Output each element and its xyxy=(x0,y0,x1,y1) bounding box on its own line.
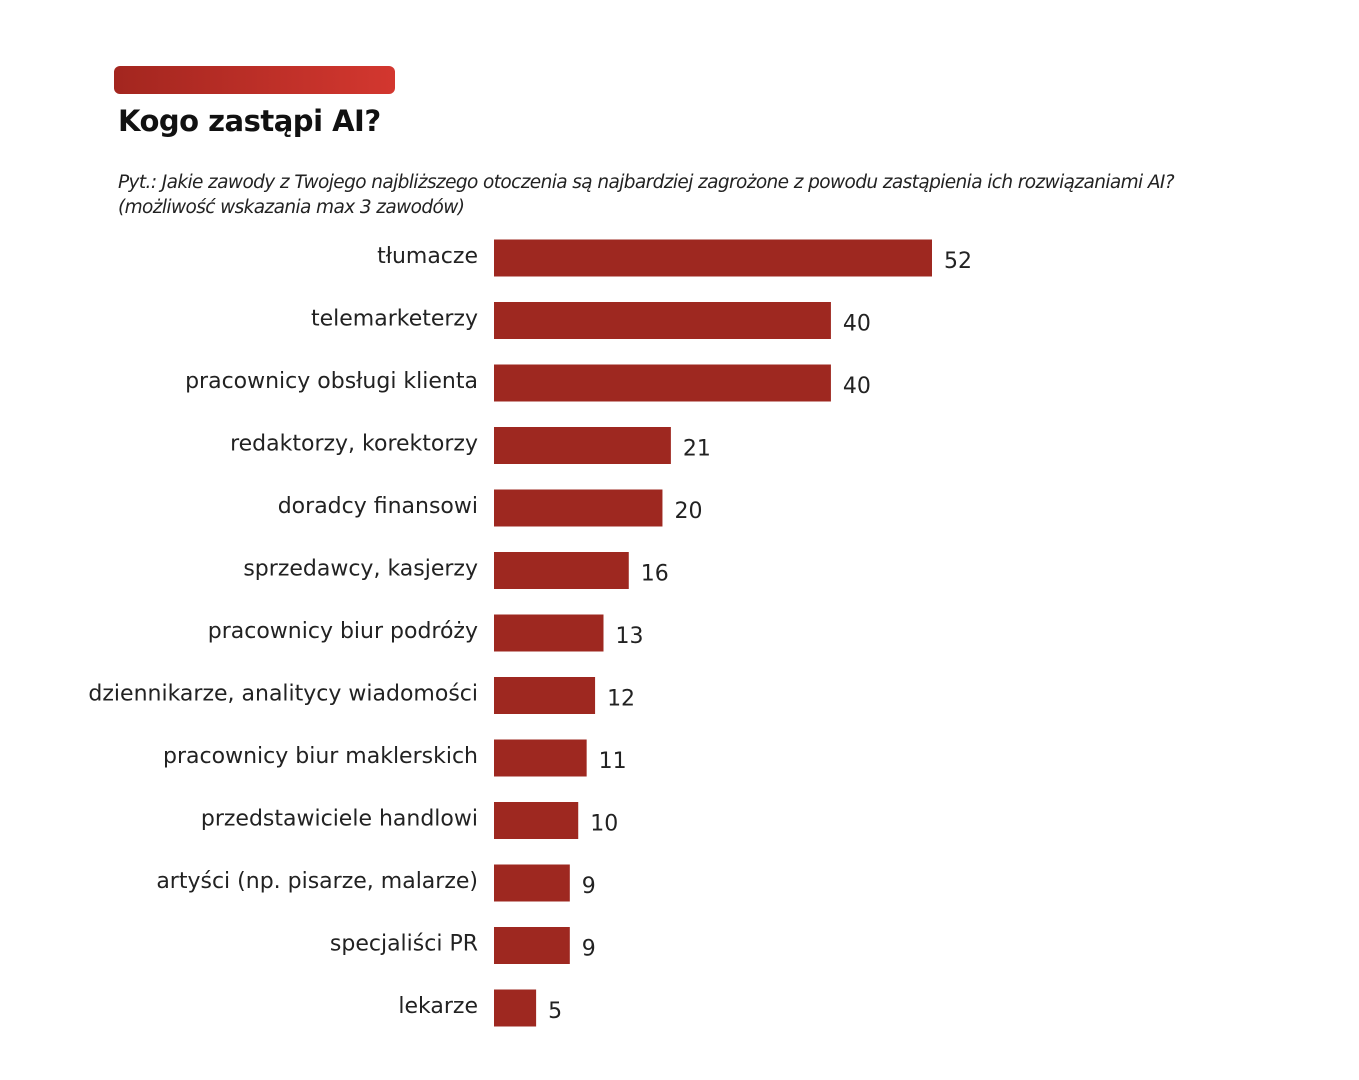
bar xyxy=(494,927,570,964)
bar xyxy=(494,864,570,902)
bar xyxy=(494,239,932,277)
value-label: 11 xyxy=(599,749,627,774)
bar xyxy=(494,427,671,464)
bar xyxy=(494,489,663,527)
category-label: pracownicy biur maklerskich xyxy=(163,744,478,769)
value-label: 52 xyxy=(944,249,972,274)
chart-title: Kogo zastąpi AI? xyxy=(118,104,381,138)
bar xyxy=(494,677,596,714)
title-accent-bar xyxy=(114,66,395,94)
category-label: lekarze xyxy=(398,994,478,1019)
value-label: 9 xyxy=(582,874,596,899)
value-label: 20 xyxy=(674,499,702,524)
bar xyxy=(494,739,587,777)
category-label: doradcy finansowi xyxy=(278,494,478,519)
category-label: pracownicy biur podróży xyxy=(208,619,478,644)
chart-subtitle: Pyt.: Jakie zawody z Twojego najbliższeg… xyxy=(118,172,1175,218)
category-label: tłumacze xyxy=(377,244,478,269)
bar xyxy=(494,364,831,402)
category-label: specjaliści PR xyxy=(330,932,478,957)
value-label: 13 xyxy=(616,624,644,649)
value-label: 10 xyxy=(590,812,618,837)
category-label: sprzedawcy, kasjerzy xyxy=(243,557,478,582)
value-label: 5 xyxy=(548,999,562,1024)
value-label: 21 xyxy=(683,437,711,462)
value-label: 40 xyxy=(843,374,871,399)
category-label: przedstawiciele handlowi xyxy=(201,807,478,832)
bar xyxy=(494,989,537,1027)
bar xyxy=(494,302,831,339)
value-label: 16 xyxy=(641,562,669,587)
category-label: redaktorzy, korektorzy xyxy=(230,432,478,457)
category-label: artyści (np. pisarze, malarze) xyxy=(156,869,478,894)
value-label: 12 xyxy=(607,687,635,712)
bar xyxy=(494,802,579,839)
category-label: telemarketerzy xyxy=(311,307,478,332)
value-label: 9 xyxy=(582,937,596,962)
category-label: pracownicy obsługi klienta xyxy=(185,369,478,394)
bar xyxy=(494,552,629,589)
category-label: dziennikarze, analitycy wiadomości xyxy=(88,682,478,707)
value-label: 40 xyxy=(843,312,871,337)
bar xyxy=(494,614,604,652)
